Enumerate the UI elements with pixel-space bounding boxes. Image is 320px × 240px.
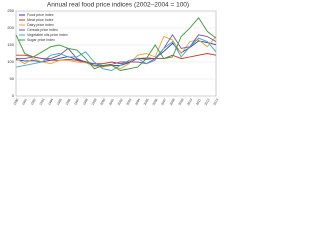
y-tick-label: 100: [7, 59, 14, 64]
legend-label: Food price index: [27, 13, 54, 17]
x-tick-label: 2013: [212, 98, 219, 106]
x-tick-label: 2009: [178, 98, 185, 106]
x-tick-label: 1996: [65, 98, 72, 106]
series-line: [15, 17, 217, 71]
series-line: [15, 35, 217, 70]
y-tick-label: 250: [7, 8, 14, 13]
y-tick-label: 150: [7, 42, 14, 47]
x-tick-label: 2000: [99, 98, 106, 106]
x-tick-label: 2004: [134, 98, 141, 106]
x-tick-label: 1999: [91, 98, 98, 106]
x-tick-label: 2006: [151, 98, 158, 106]
x-tick-label: 1992: [30, 98, 37, 106]
x-tick-label: 2001: [108, 98, 115, 106]
x-tick-label: 2005: [143, 98, 150, 106]
series-line: [16, 33, 217, 66]
x-tick-label: 2011: [195, 98, 202, 106]
x-tick-label: 1997: [73, 98, 80, 106]
x-tick-label: 1998: [82, 98, 89, 106]
x-tick-label: 1993: [38, 98, 45, 106]
x-tick-label: 2010: [186, 98, 193, 106]
legend-label: Vegetable oils price index: [27, 33, 68, 37]
chart-title: Annual real food price indices (2002–200…: [47, 2, 189, 9]
x-tick-label: 2007: [160, 98, 167, 106]
x-tick-label: 2008: [169, 98, 176, 106]
x-tick-label: 2003: [125, 98, 132, 106]
y-tick-label: 0: [12, 93, 15, 98]
legend-label: Sugar price index: [27, 38, 55, 42]
y-tick-label: 50: [10, 76, 15, 81]
x-tick-label: 2002: [117, 98, 124, 106]
x-tick-label: 1995: [56, 98, 63, 106]
y-tick-label: 200: [7, 25, 14, 30]
chart: Annual real food price indices (2002–200…: [7, 2, 219, 106]
legend-label: Dairy price index: [27, 23, 54, 27]
legend-label: Cereals price index: [27, 28, 58, 32]
x-tick-label: 2012: [204, 98, 211, 106]
x-tick-label: 1991: [21, 98, 28, 106]
series-line: [15, 40, 217, 67]
x-tick-label: 1990: [12, 98, 19, 106]
legend-label: Meat price index: [27, 18, 54, 22]
x-tick-label: 1994: [47, 98, 54, 106]
